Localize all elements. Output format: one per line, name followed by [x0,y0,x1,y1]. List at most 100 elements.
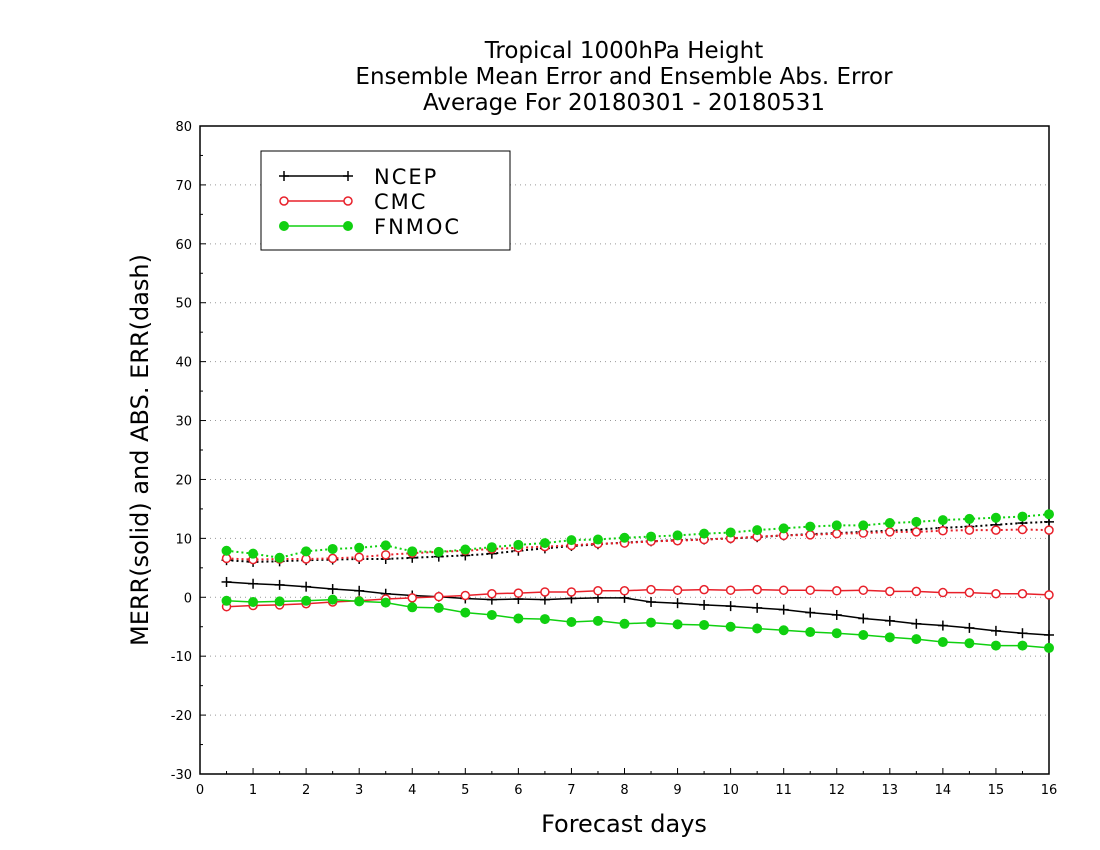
x-tick-label: 8 [620,783,628,798]
y-tick-label: 50 [175,297,192,312]
data-point [858,629,869,640]
data-point [885,527,895,537]
data-point [1017,588,1028,599]
data-point [1017,628,1028,639]
data-point [858,613,869,624]
data-point [831,520,842,531]
data-point [1017,511,1028,522]
data-point [937,620,948,631]
data-point [991,525,1001,535]
series-line [226,588,1050,608]
data-point [1017,524,1028,535]
data-point [407,593,417,603]
data-point [725,621,736,632]
x-tick-label: 6 [514,783,522,798]
series-abs-err-4-dotted [221,524,1054,565]
legend-marker [343,171,353,181]
data-point [646,584,656,595]
data-point [433,546,444,557]
data-point [566,617,577,628]
data-point [778,523,789,534]
data-point [380,597,391,608]
data-point [831,628,842,639]
x-tick-label: 1 [249,783,257,798]
data-point [513,588,524,598]
data-point [486,542,497,553]
legend-marker [279,221,289,231]
data-point [911,516,922,527]
data-point [274,579,285,590]
data-point [778,585,789,595]
data-point [619,586,630,596]
data-point [937,515,948,526]
legend-marker [279,196,289,206]
x-tick-label: 11 [775,783,792,798]
data-point [858,520,869,531]
data-point [274,596,285,607]
legend-item-ncep: NCEP [279,165,438,189]
data-point [460,590,471,601]
data-point [274,552,285,563]
data-point [327,594,338,605]
x-tick-label: 9 [673,783,681,798]
series-fnmoc-solid [221,594,1054,653]
y-tick-label: 40 [175,356,192,371]
data-point [725,601,736,612]
data-point [407,602,418,613]
data-point [221,576,232,587]
data-point [938,525,948,536]
data-point [831,609,842,620]
data-point [380,550,391,560]
y-tick-label: -30 [171,768,192,783]
legend-label: NCEP [374,165,438,189]
y-tick-label: 20 [175,473,192,488]
data-point [248,596,259,607]
data-point [380,540,391,551]
y-tick-label: 80 [175,120,192,135]
data-point [911,527,922,537]
x-tick-label: 15 [988,783,1005,798]
title-line: Tropical 1000hPa Height [484,38,764,64]
data-point [725,585,736,595]
data-point [778,604,789,615]
data-point [832,586,842,596]
data-point [805,607,816,618]
data-point [884,632,895,643]
data-point [991,588,1001,599]
legend-item-cmc: CMC [279,190,425,214]
x-tick-label: 13 [882,783,899,798]
data-point [539,538,550,549]
data-point [699,599,710,610]
legend-marker [343,196,353,206]
data-point [248,578,259,589]
data-point [646,617,657,628]
data-point [301,595,312,606]
data-point [592,615,603,626]
data-point [884,615,895,626]
data-point [858,585,869,595]
data-point [248,548,259,559]
x-tick-label: 12 [828,783,845,798]
data-point [592,534,603,545]
data-point [805,521,816,532]
data-point [752,623,763,634]
data-point [964,587,975,598]
data-point [646,596,657,607]
data-point [327,543,338,554]
data-point [566,535,577,546]
title-line: Average For 20180301 - 20180531 [423,90,825,116]
data-point [832,528,842,539]
series-layer [221,509,1054,653]
y-tick-label: 70 [175,179,192,194]
data-point [911,634,922,645]
y-tick-label: 30 [175,415,192,430]
data-point [699,584,709,595]
x-tick-label: 16 [1041,783,1058,798]
data-point [486,609,497,620]
data-point [221,545,232,556]
data-point [725,527,736,538]
x-tick-label: 3 [355,783,363,798]
data-point [672,598,683,609]
